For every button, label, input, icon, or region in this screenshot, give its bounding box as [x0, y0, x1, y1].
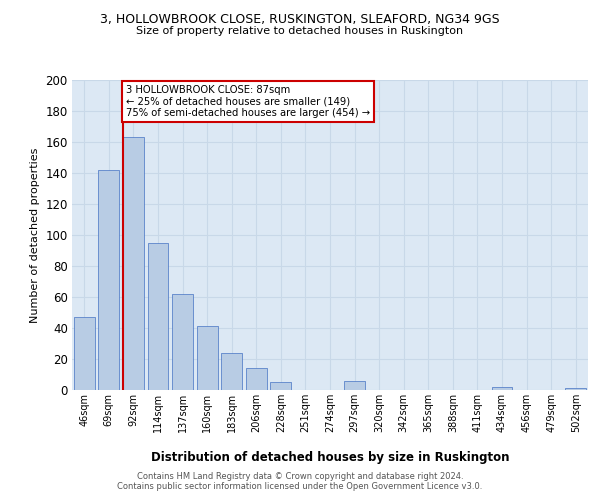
Text: Contains HM Land Registry data © Crown copyright and database right 2024.: Contains HM Land Registry data © Crown c… [137, 472, 463, 481]
Bar [271, 382, 292, 390]
Text: 3 HOLLOWBROOK CLOSE: 87sqm
← 25% of detached houses are smaller (149)
75% of sem: 3 HOLLOWBROOK CLOSE: 87sqm ← 25% of deta… [125, 84, 370, 118]
Bar [98, 170, 119, 390]
Bar [565, 388, 586, 390]
Bar [74, 317, 95, 390]
Y-axis label: Number of detached properties: Number of detached properties [30, 148, 40, 322]
Bar [123, 138, 144, 390]
Bar [246, 368, 267, 390]
Bar [148, 243, 169, 390]
Text: Contains public sector information licensed under the Open Government Licence v3: Contains public sector information licen… [118, 482, 482, 491]
Text: Distribution of detached houses by size in Ruskington: Distribution of detached houses by size … [151, 451, 509, 464]
Bar [197, 326, 218, 390]
Bar [491, 387, 512, 390]
Bar [221, 353, 242, 390]
Bar [172, 294, 193, 390]
Bar [344, 380, 365, 390]
Text: 3, HOLLOWBROOK CLOSE, RUSKINGTON, SLEAFORD, NG34 9GS: 3, HOLLOWBROOK CLOSE, RUSKINGTON, SLEAFO… [100, 12, 500, 26]
Text: Size of property relative to detached houses in Ruskington: Size of property relative to detached ho… [136, 26, 464, 36]
